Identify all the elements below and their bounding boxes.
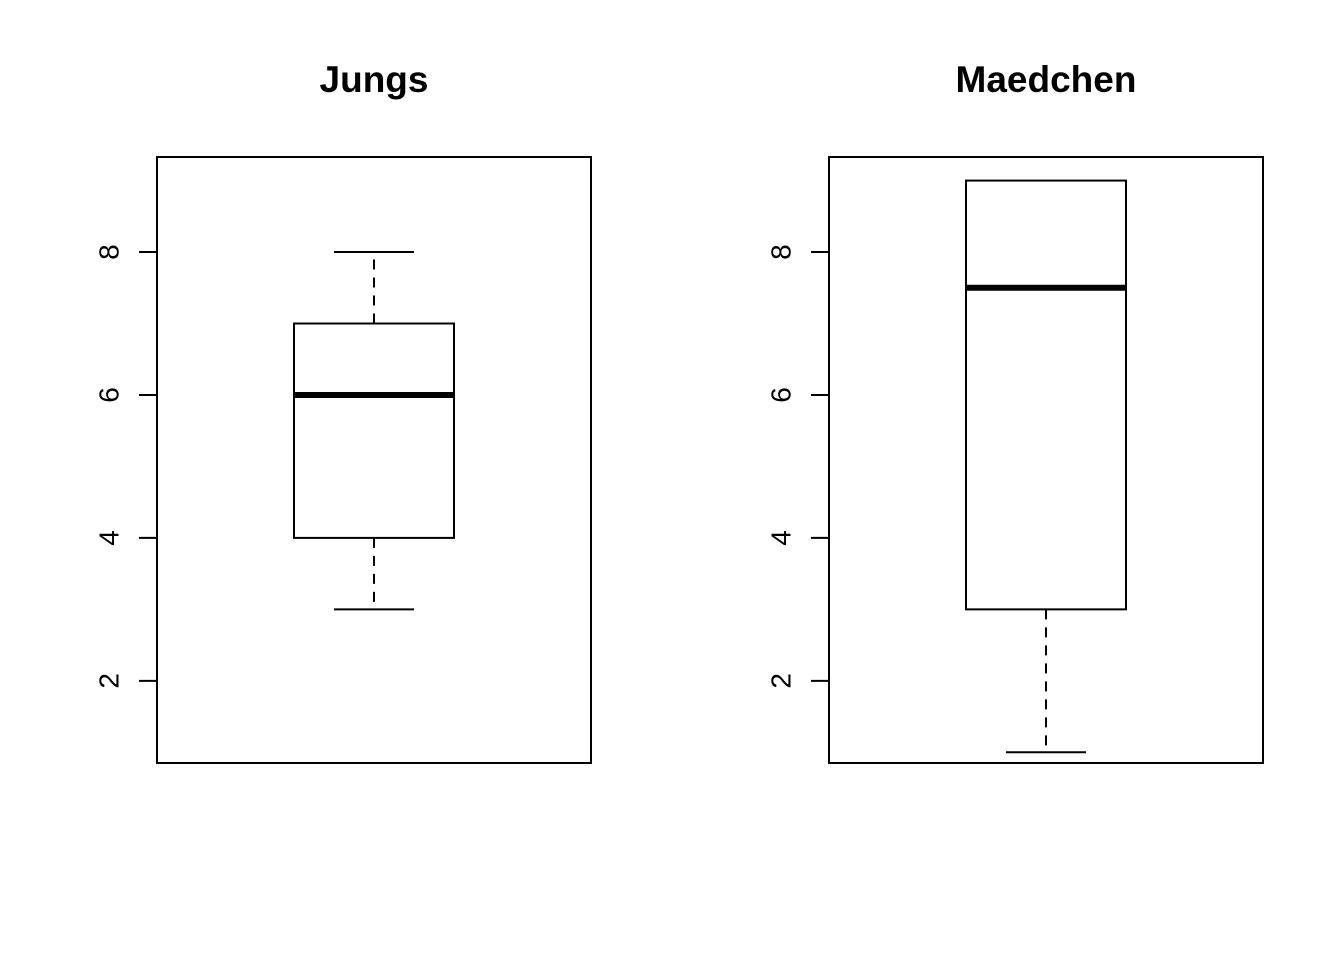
panel-2-y-tick-label: 2	[766, 673, 797, 689]
panel-1-y-tick-label: 4	[94, 530, 125, 546]
panel-1-y-tick-label: 6	[94, 387, 125, 403]
panel-1-title: Jungs	[320, 59, 429, 100]
panel-2-y-tick-label: 8	[766, 244, 797, 260]
panel-2-plot-frame	[828, 156, 1264, 764]
panel-1-y-tick-label: 8	[94, 244, 125, 260]
panel-1-plot-frame	[156, 156, 592, 764]
panel-1-box	[293, 322, 455, 539]
panel-2-title: Maedchen	[956, 59, 1137, 100]
panel-2-y-tick-label: 6	[766, 387, 797, 403]
panel-2-box	[965, 179, 1127, 611]
panel-1-y-tick-label: 2	[94, 673, 125, 689]
panel-2-y-tick-label: 4	[766, 530, 797, 546]
